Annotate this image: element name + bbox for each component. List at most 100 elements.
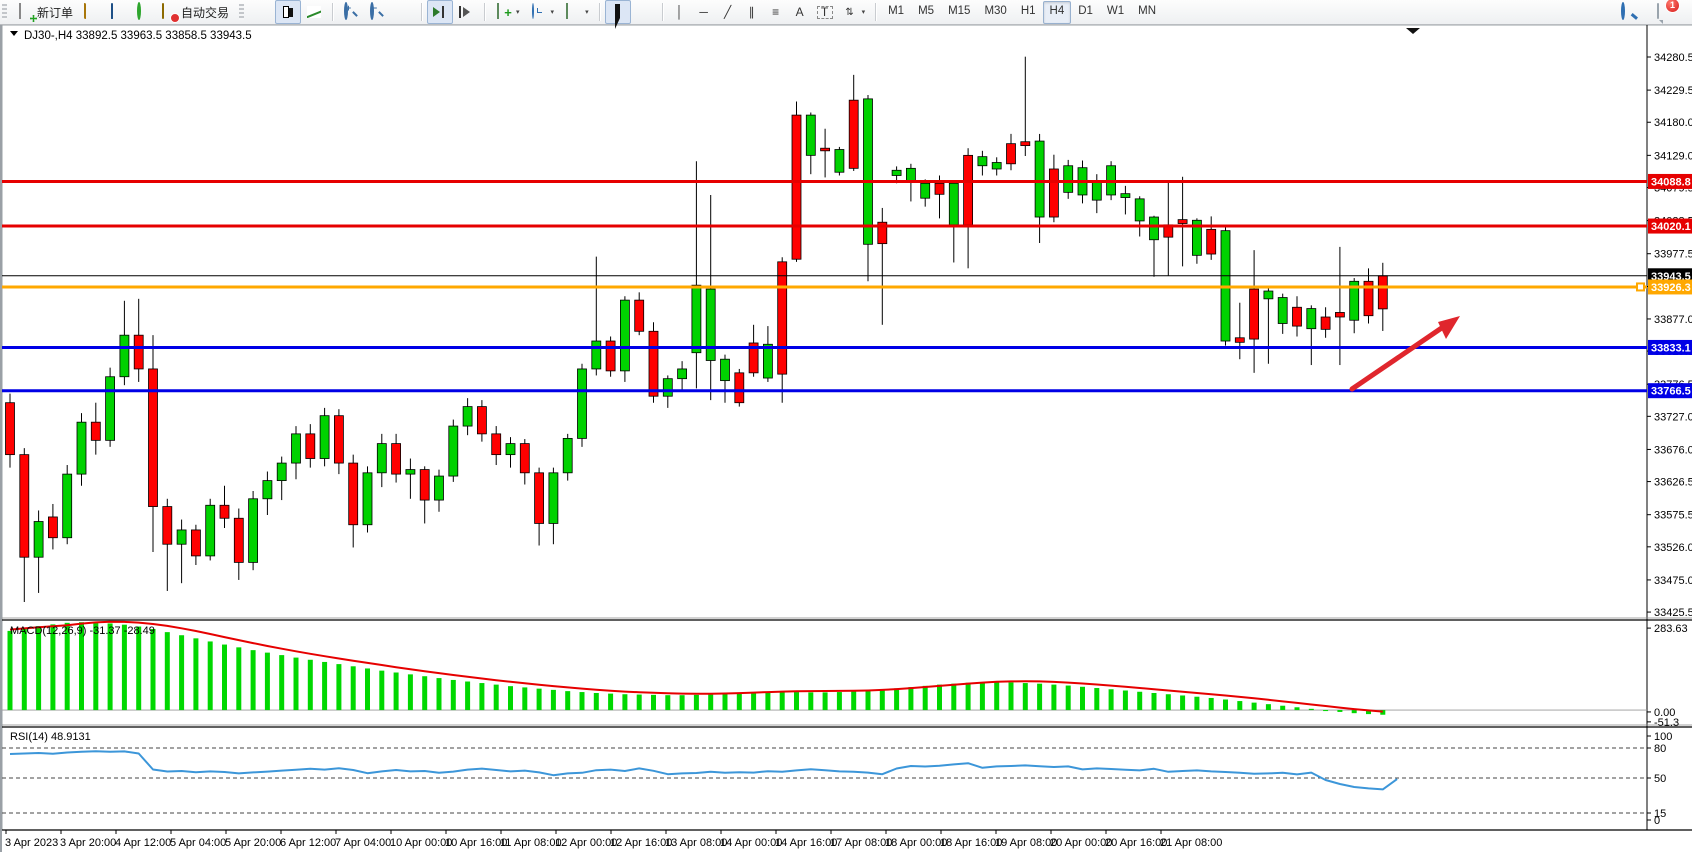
- macd-histogram-bar: [808, 692, 814, 711]
- channel-tool[interactable]: ∥: [740, 0, 764, 24]
- timeframe-M15[interactable]: M15: [948, 4, 971, 17]
- chart-shift-button[interactable]: [453, 0, 479, 24]
- macd-histogram-bar: [794, 692, 799, 711]
- toolbar-grip[interactable]: [2, 4, 7, 20]
- tile-windows-button[interactable]: [390, 0, 416, 24]
- timeframe-W1[interactable]: W1: [1106, 4, 1125, 17]
- bull-candle: [462, 406, 473, 427]
- fibonacci-tool[interactable]: ≡: [764, 0, 788, 24]
- bear-candle: [162, 506, 173, 545]
- price-tick-label: 33676.0: [1654, 444, 1692, 456]
- zoom-out-button[interactable]: −: [364, 0, 390, 24]
- vertical-line-icon: │: [675, 5, 684, 19]
- macd-histogram-bar: [1065, 685, 1071, 711]
- macd-histogram-bar: [1194, 696, 1200, 711]
- timeframe-M5[interactable]: M5: [918, 4, 935, 17]
- timeframe-H4[interactable]: H4: [1042, 0, 1072, 24]
- navigator-button[interactable]: [104, 0, 130, 24]
- trendline-icon: ╱: [723, 5, 732, 19]
- text-label-tool[interactable]: T: [812, 0, 838, 24]
- bear-candle: [1006, 143, 1016, 165]
- chart-window[interactable]: DJ30-,H4 33892.5 33963.5 33858.5 33943.5…: [0, 25, 1692, 852]
- auto-scroll-button[interactable]: [427, 0, 454, 24]
- bull-candle: [977, 156, 988, 167]
- macd-histogram-bar: [994, 682, 1000, 711]
- rsi-tick-label: 0: [1654, 815, 1660, 827]
- new-order-label: 新订单: [37, 5, 74, 20]
- macd-histogram-bar: [522, 687, 528, 711]
- bull-candle: [405, 469, 416, 475]
- bull-candle: [1149, 216, 1159, 241]
- macd-histogram-bar: [36, 626, 42, 711]
- bull-candle: [548, 472, 559, 524]
- bull-candle: [1134, 198, 1145, 222]
- timeframe-M1[interactable]: M1: [888, 4, 905, 17]
- time-tick-label: 14 Apr 00:00: [720, 837, 782, 849]
- zoom-in-button[interactable]: +: [338, 0, 364, 24]
- chart-canvas[interactable]: DJ30-,H4 33892.5 33963.5 33858.5 33943.5…: [2, 25, 1692, 852]
- one-click-trading-arrow-icon[interactable]: [1406, 28, 1420, 34]
- crosshair-tool-button[interactable]: [631, 0, 657, 24]
- timeframe-M30[interactable]: M30: [984, 4, 1007, 17]
- macd-histogram-bar: [937, 684, 942, 711]
- time-tick-label: 18 Apr 00:00: [885, 837, 947, 849]
- timeframe-H1[interactable]: H1: [1020, 4, 1036, 17]
- bull-candle: [906, 167, 916, 182]
- bear-candle: [848, 99, 859, 169]
- price-tick-label: 33425.5: [1654, 607, 1692, 619]
- line-chart-button[interactable]: [301, 0, 327, 24]
- toolbar-grip[interactable]: [239, 4, 245, 20]
- timeframe-MN[interactable]: MN: [1138, 4, 1157, 17]
- rsi-line: [9, 750, 1398, 791]
- macd-histogram-bar: [951, 683, 957, 711]
- search-button[interactable]: [1616, 0, 1642, 24]
- macd-histogram-bar: [150, 629, 156, 711]
- timeframe-D1[interactable]: D1: [1078, 4, 1093, 17]
- navigator-icon: [111, 3, 114, 19]
- bull-candle: [620, 299, 630, 372]
- macd-histogram-bar: [1051, 684, 1057, 711]
- notifications-button[interactable]: 1: [1652, 0, 1680, 24]
- templates-button[interactable]: ▾: [559, 0, 594, 24]
- autotrading-button[interactable]: 自动交易: [156, 0, 234, 24]
- bull-candle: [562, 438, 573, 474]
- bear-candle: [391, 443, 402, 475]
- vertical-line-tool[interactable]: │: [668, 0, 692, 24]
- bull-candle: [505, 443, 516, 456]
- arrows-tool[interactable]: ⇅ ▾: [838, 0, 871, 24]
- bear-candle: [734, 372, 745, 404]
- bull-candle: [376, 443, 387, 474]
- macd-tick-label: -51.3: [1654, 717, 1679, 729]
- bear-candle: [1049, 168, 1059, 218]
- horizontal-line-tool[interactable]: ─: [692, 0, 716, 24]
- time-tick-label: 13 Apr 08:00: [665, 837, 727, 849]
- rsi-tick-label: 50: [1654, 773, 1666, 785]
- chart-title: DJ30-,H4 33892.5 33963.5 33858.5 33943.5: [24, 30, 252, 42]
- cursor-tool-button[interactable]: [604, 0, 631, 29]
- candlestick-chart-button[interactable]: [275, 0, 302, 24]
- trendline-tool[interactable]: ╱: [716, 0, 740, 24]
- indicators-button[interactable]: + ▾: [490, 0, 525, 24]
- bar-chart-button[interactable]: [249, 0, 275, 24]
- clock-icon: [531, 3, 534, 19]
- bull-candle: [176, 529, 187, 545]
- bull-candle: [891, 169, 902, 176]
- bull-candle: [805, 114, 816, 156]
- bull-candle: [863, 98, 873, 245]
- price-tick-label: 34280.5: [1654, 52, 1692, 64]
- bear-candle: [934, 182, 945, 195]
- bull-candle: [62, 473, 73, 539]
- text-tool[interactable]: A: [788, 0, 812, 24]
- line-drag-handle[interactable]: [1636, 282, 1645, 292]
- periods-button[interactable]: ▾: [525, 0, 560, 24]
- rsi-tick-label: 100: [1654, 731, 1672, 743]
- timeframe-group: M1 M5 M15 M30 H1 H4 D1 W1 MN: [878, 0, 1166, 24]
- trend-annotation-arrow[interactable]: [1349, 316, 1460, 392]
- bull-candle: [763, 343, 773, 379]
- chart-list-arrow-icon[interactable]: [10, 31, 18, 36]
- signals-button[interactable]: [130, 0, 156, 24]
- market-watch-button[interactable]: [78, 0, 104, 24]
- new-order-button[interactable]: 新订单: [12, 0, 78, 24]
- bear-candle: [1177, 219, 1188, 224]
- main-toolbar: 新订单 自动交易 + − + ▾ ▾ ▾ │ ─ ╱ ∥: [0, 0, 1692, 29]
